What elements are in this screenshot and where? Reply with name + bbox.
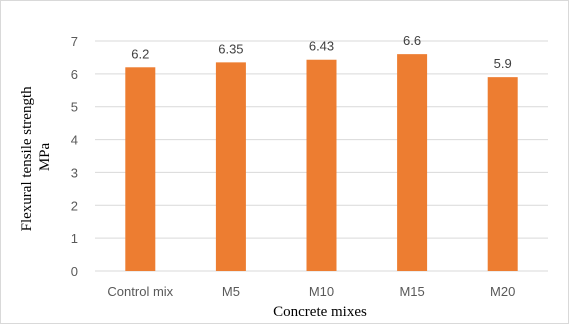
y-tick-label-2: 2 — [71, 198, 78, 213]
x-tick-label-0: Control mix — [107, 284, 173, 299]
bar-4 — [487, 77, 518, 272]
y-tick-label-0: 0 — [71, 264, 78, 279]
bars — [125, 54, 518, 272]
y-tick-label-3: 3 — [71, 165, 78, 180]
y-tick-label-4: 4 — [71, 133, 78, 148]
bar-0 — [125, 67, 156, 272]
y-tick-label-7: 7 — [71, 34, 78, 49]
data-label-2: 6.43 — [309, 39, 334, 54]
data-label-0: 6.2 — [131, 46, 149, 61]
data-labels: 6.2 6.35 6.43 6.6 5.9 — [131, 33, 511, 71]
bar-1 — [215, 62, 246, 271]
x-tick-label-1: M5 — [222, 284, 240, 299]
x-axis-title: Concrete mixes — [273, 304, 367, 320]
y-tick-label-1: 1 — [71, 231, 78, 246]
data-label-4: 5.9 — [494, 56, 512, 71]
y-axis-title-line2: MPa — [37, 142, 53, 171]
data-label-3: 6.6 — [403, 33, 421, 48]
data-label-1: 6.35 — [218, 41, 243, 56]
y-tick-label-6: 6 — [71, 67, 78, 82]
y-axis-title: Flexural tensile strength MPa — [19, 83, 53, 232]
y-tick-label-5: 5 — [71, 100, 78, 115]
bar-2 — [306, 59, 337, 271]
y-axis-title-line1: Flexural tensile strength — [19, 86, 35, 231]
x-tick-label-3: M15 — [399, 284, 424, 299]
bar-3 — [397, 54, 428, 272]
x-tick-label-2: M10 — [309, 284, 334, 299]
x-tick-labels: Control mix M5 M10 M15 M20 — [107, 284, 515, 299]
x-tick-label-4: M20 — [490, 284, 515, 299]
y-tick-labels: 0 1 2 3 4 5 6 7 — [71, 34, 78, 279]
